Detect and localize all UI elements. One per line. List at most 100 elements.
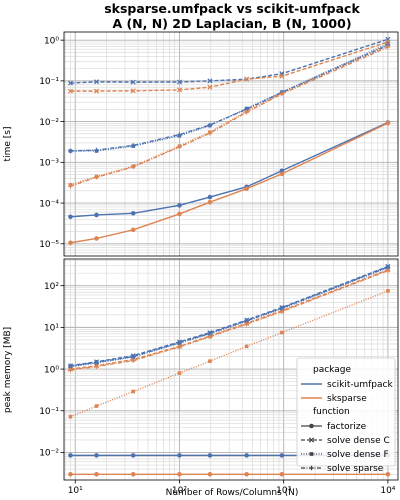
data-point <box>131 389 136 394</box>
data-point <box>207 78 213 84</box>
memory-ylabel: peak memory [MB] <box>3 327 13 413</box>
memory-ytick-label: 10² <box>44 282 59 292</box>
legend-entry-scikit-umfpack: scikit-umfpack <box>327 380 393 390</box>
series-sksparse-solve-dense-f <box>68 289 390 419</box>
data-point <box>207 194 213 200</box>
data-point <box>207 84 213 90</box>
data-point <box>177 340 182 345</box>
memory-ytick-label: 10¹ <box>44 324 59 334</box>
data-point <box>279 471 285 477</box>
data-point <box>93 88 100 94</box>
chart-title: sksparse.umfpack vs scikit-umfpack <box>104 1 360 16</box>
series-line <box>70 122 389 244</box>
series-line <box>70 267 389 368</box>
data-point <box>244 453 249 458</box>
legend-swatch-solve-dense-f <box>301 452 322 456</box>
data-point <box>207 334 213 339</box>
series-sksparse-solve-sparse <box>68 268 391 373</box>
data-point <box>385 471 391 477</box>
data-point <box>177 471 182 477</box>
data-point <box>94 364 99 369</box>
time-ytick-label: 10⁻¹ <box>39 77 59 87</box>
legend: package scikit-umfpack sksparse function… <box>296 357 396 474</box>
data-point <box>385 44 391 50</box>
legend-entry-sksparse: sksparse <box>327 394 367 404</box>
data-point <box>177 371 182 375</box>
series-scikit-umfpack-solve-sparse <box>68 264 391 369</box>
time-panel: 10⁻⁵ 10⁻⁴ 10⁻³ 10⁻² 10⁻¹ 10⁰ <box>39 31 399 257</box>
data-point <box>68 363 73 369</box>
data-point <box>385 120 391 126</box>
data-point <box>94 471 99 477</box>
legend-swatch-solve-sparse <box>301 465 322 471</box>
data-point <box>244 109 249 115</box>
legend-entry-solve-dense-f: solve dense F <box>327 450 389 460</box>
data-point <box>177 144 182 150</box>
data-point <box>68 414 73 419</box>
memory-xtick-label: 10³ <box>276 486 291 496</box>
data-point <box>130 471 136 477</box>
time-ytick-label: 10⁻² <box>39 118 59 128</box>
data-point <box>177 453 182 458</box>
data-point <box>68 471 73 477</box>
data-point <box>68 183 73 189</box>
memory-xtick-label: 10¹ <box>68 486 83 496</box>
data-point <box>280 330 284 335</box>
legend-hue-title: package <box>313 365 351 375</box>
series-line <box>70 269 389 371</box>
time-ytick-label: 10⁰ <box>44 36 59 46</box>
data-point <box>130 88 136 94</box>
data-point <box>130 79 136 85</box>
data-point <box>244 344 249 349</box>
data-point <box>177 211 182 217</box>
series-line <box>70 38 389 84</box>
data-point <box>279 171 285 177</box>
series-line <box>70 46 389 187</box>
data-point <box>68 240 73 246</box>
data-point <box>94 360 99 365</box>
memory-xtick-label: 10² <box>172 486 187 496</box>
data-point <box>176 79 182 85</box>
series-line <box>70 44 389 152</box>
data-point <box>207 122 213 128</box>
data-point <box>244 76 250 82</box>
memory-ytick-label: 10⁰ <box>44 365 59 375</box>
data-point <box>130 354 136 359</box>
legend-entry-factorize: factorize <box>327 422 367 432</box>
series-line <box>70 41 389 92</box>
data-point <box>94 174 99 180</box>
data-point <box>130 211 136 216</box>
memory-axes-frame <box>63 258 399 481</box>
legend-box <box>296 357 396 467</box>
memory-xtick-label: 10⁴ <box>380 486 395 496</box>
chart-subtitle: A (N, N) 2D Laplacian, B (N, 1000) <box>112 16 351 31</box>
time-plot-area <box>64 32 398 256</box>
data-point <box>130 143 136 148</box>
series-sksparse-solve-sparse <box>68 44 391 189</box>
data-point <box>244 186 249 192</box>
data-point <box>94 404 99 408</box>
data-point <box>244 321 249 327</box>
data-point <box>279 309 285 314</box>
data-point <box>94 147 99 153</box>
data-point <box>94 236 99 241</box>
data-point <box>94 453 99 458</box>
data-point <box>130 453 136 458</box>
data-point <box>68 453 73 458</box>
series-line <box>70 43 389 152</box>
data-point <box>177 203 182 208</box>
data-point <box>130 227 136 233</box>
data-point <box>385 268 391 273</box>
series-line <box>70 43 389 186</box>
data-point <box>130 164 136 170</box>
data-point <box>207 130 213 136</box>
data-point <box>177 344 182 350</box>
data-point <box>67 88 74 94</box>
series-line <box>70 121 389 218</box>
legend-entry-solve-dense-c: solve dense C <box>327 436 390 446</box>
legend-swatch-factorize <box>301 423 322 429</box>
data-point <box>207 199 213 205</box>
data-point <box>279 91 285 97</box>
legend-style-title: function <box>313 407 350 417</box>
